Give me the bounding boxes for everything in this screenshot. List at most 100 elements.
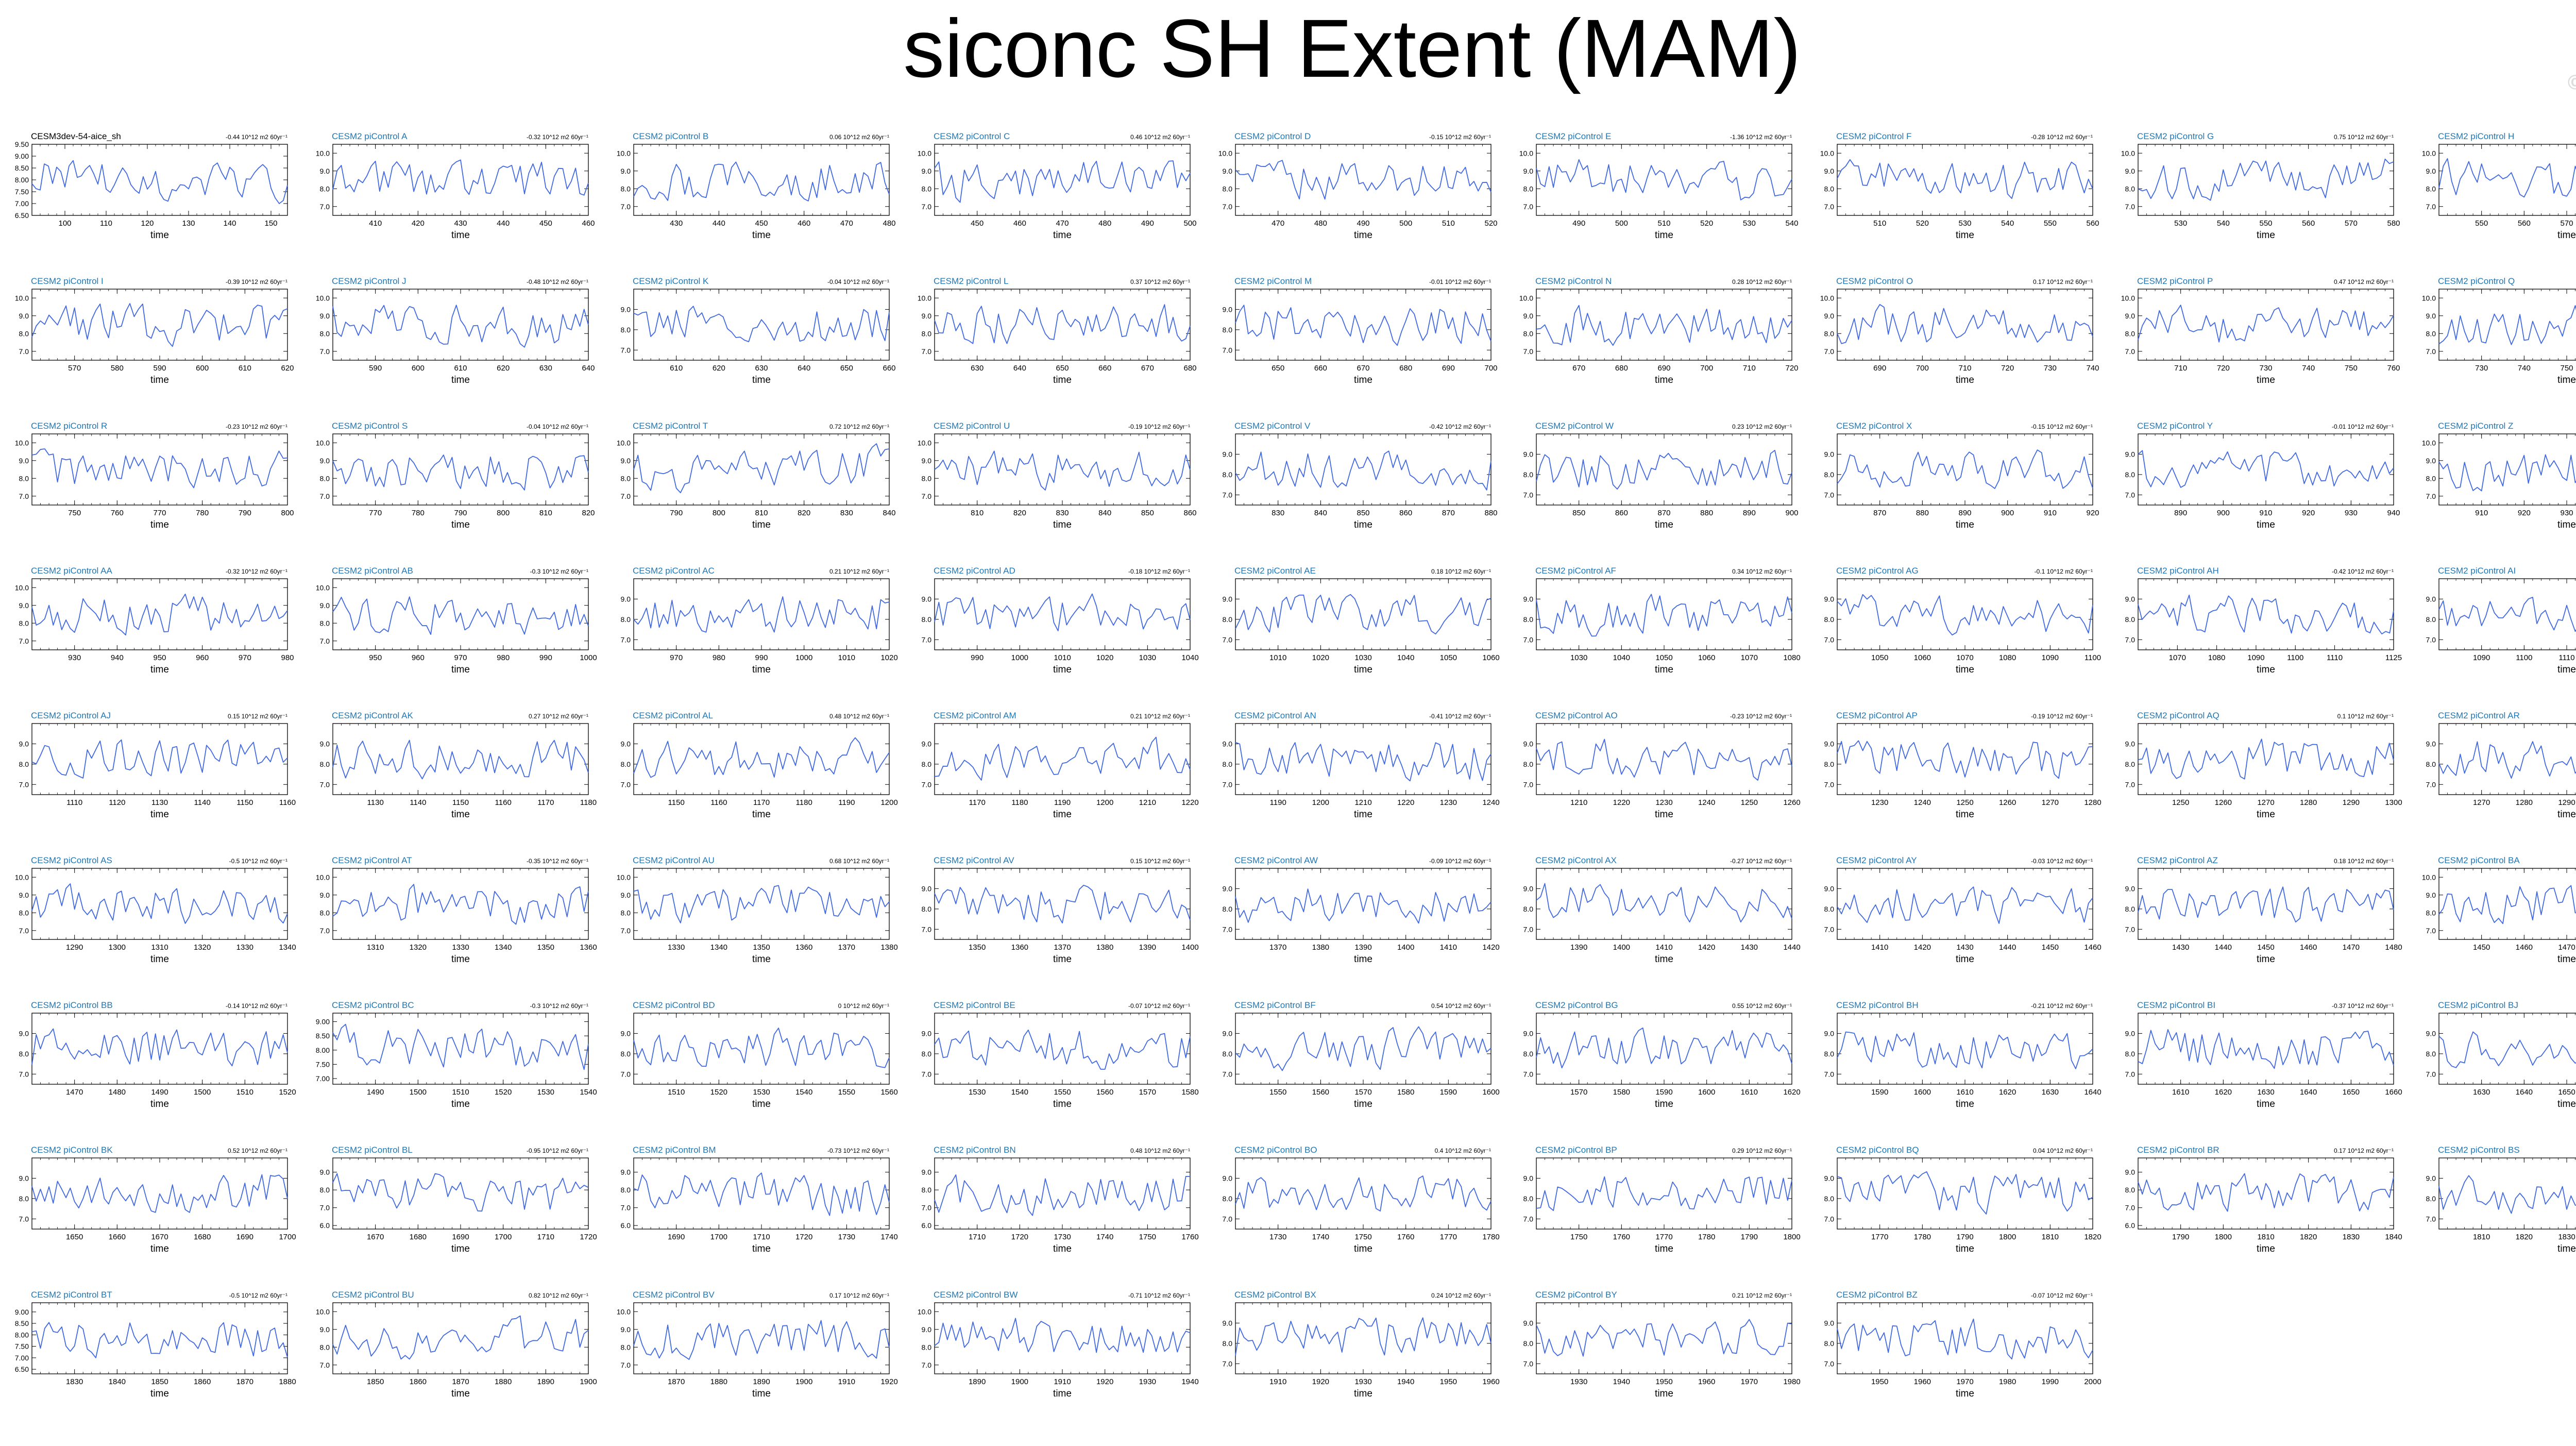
panel-trend-label: -0.09 10^12 m2 60yr⁻¹ — [1429, 857, 1491, 865]
panel-title: CESM2 piControl O — [1836, 276, 1913, 286]
x-tick-label: 560 — [2086, 219, 2099, 228]
y-tick-label: 8.0 — [2125, 615, 2136, 624]
x-tick-label: 1320 — [410, 943, 427, 952]
y-tick-label: 8.0 — [922, 615, 932, 624]
x-tick-label: 1100 — [2287, 653, 2303, 662]
x-tick-label: 1350 — [753, 943, 770, 952]
plot-frame — [1837, 433, 2093, 506]
x-axis-label: time — [2257, 519, 2275, 530]
x-tick-label: 900 — [2001, 509, 2014, 517]
panel-title: CESM3dev-54-aice_sh — [31, 131, 121, 141]
x-tick-label: 1330 — [236, 943, 253, 952]
y-tick-label: 7.0 — [1824, 203, 1835, 211]
panel-35: CESM2 piControl AH -0.42 10^12 m2 60yr⁻¹ 1… — [2125, 566, 2402, 675]
x-axis-label: time — [1053, 375, 1072, 385]
panel-42: CESM2 piControl AO -0.23 10^12 m2 60yr⁻¹ 1… — [1523, 711, 1801, 820]
x-tick-label: 150 — [264, 219, 277, 228]
x-tick-label: 1150 — [236, 798, 253, 807]
x-tick-label: 1160 — [495, 798, 512, 807]
panel-trend-label: -0.23 10^12 m2 60yr⁻¹ — [226, 423, 287, 430]
x-tick-label: 700 — [1700, 364, 1713, 373]
plot-frame — [1536, 723, 1792, 795]
x-tick-label: 1130 — [367, 798, 384, 807]
series-line — [1536, 305, 1792, 346]
y-tick-label: 7.0 — [2125, 491, 2136, 499]
panel-title: CESM2 piControl F — [1836, 131, 1911, 141]
x-axis-label: time — [752, 664, 771, 675]
y-tick-label: 8.0 — [2426, 474, 2436, 482]
x-tick-label: 920 — [2302, 509, 2315, 517]
y-tick-label: 9.0 — [1523, 167, 1534, 175]
y-tick-label: 8.0 — [320, 329, 330, 338]
x-tick-label: 1160 — [279, 798, 296, 807]
y-tick-label: 9.0 — [2125, 450, 2136, 458]
x-tick-label: 840 — [1098, 509, 1111, 517]
series-line — [31, 594, 288, 636]
x-tick-label: 490 — [1357, 219, 1369, 228]
x-axis-label: time — [451, 375, 470, 385]
plot-frame — [1837, 144, 2093, 216]
x-tick-label: 950 — [369, 653, 382, 662]
x-axis-label: time — [1354, 375, 1372, 385]
x-tick-label: 1310 — [367, 943, 384, 952]
x-tick-label: 1240 — [1914, 798, 1931, 807]
x-tick-label: 1160 — [710, 798, 727, 807]
x-tick-label: 970 — [670, 653, 683, 662]
panel-12: CESM2 piControl K -0.04 10^12 m2 60yr⁻¹ 61… — [621, 276, 896, 385]
plot-frame — [934, 289, 1191, 361]
x-tick-label: 970 — [454, 653, 467, 662]
y-tick-label: 8.0 — [922, 184, 932, 193]
x-tick-label: 650 — [1056, 364, 1069, 373]
panel-20: CESM2 piControl S -0.04 10^12 m2 60yr⁻¹ 77… — [316, 421, 595, 530]
plot-frame — [2438, 578, 2576, 650]
x-tick-label: 1060 — [1698, 653, 1715, 662]
x-tick-label: 510 — [1442, 219, 1455, 228]
x-tick-label: 550 — [2259, 219, 2272, 228]
x-tick-label: 740 — [2518, 364, 2531, 373]
y-tick-label: 9.0 — [320, 167, 330, 175]
x-tick-label: 1420 — [1482, 943, 1499, 952]
y-tick-label: 8.0 — [2125, 760, 2136, 768]
panel-trend-label: -0.3 10^12 m2 60yr⁻¹ — [530, 568, 588, 575]
x-tick-label: 620 — [713, 364, 725, 373]
y-tick-label: 8.0 — [1523, 184, 1534, 193]
x-tick-label: 830 — [1056, 509, 1069, 517]
y-tick-label: 7.0 — [1523, 203, 1534, 211]
y-tick-label: 9.0 — [922, 167, 932, 175]
x-tick-label: 1210 — [1139, 798, 1156, 807]
y-tick-label: 8.0 — [19, 619, 29, 627]
y-tick-label: 9.0 — [1223, 167, 1233, 175]
y-tick-label: 9.0 — [320, 601, 330, 610]
panel-40: CESM2 piControl AM 0.21 10^12 m2 60yr⁻¹ 11… — [922, 711, 1199, 820]
x-tick-label: 780 — [412, 509, 425, 517]
panel-title: CESM2 piControl Q — [2438, 276, 2515, 286]
panel-title: CESM2 piControl K — [633, 276, 709, 286]
x-tick-label: 420 — [412, 219, 425, 228]
x-axis-label: time — [1655, 954, 1673, 965]
y-tick-label: 7.0 — [922, 635, 932, 644]
x-tick-label: 710 — [1743, 364, 1756, 373]
x-tick-label: 680 — [1615, 364, 1628, 373]
panel-trend-label: 0.18 10^12 m2 60yr⁻¹ — [1431, 568, 1491, 575]
x-tick-label: 1050 — [1440, 653, 1457, 662]
x-tick-label: 820 — [582, 509, 595, 517]
x-tick-label: 980 — [497, 653, 510, 662]
x-tick-label: 580 — [2387, 219, 2400, 228]
x-tick-label: 1220 — [1181, 798, 1198, 807]
x-axis-label: time — [1354, 519, 1372, 530]
x-tick-label: 1070 — [1741, 653, 1758, 662]
series-line — [2438, 597, 2576, 632]
y-tick-label: 7.0 — [19, 780, 29, 788]
x-tick-label: 840 — [1314, 509, 1327, 517]
panel-45: CESM2 piControl AR-0.09 10^12 m2 60yr⁻¹1… — [2426, 711, 2576, 820]
x-tick-label: 810 — [755, 509, 768, 517]
series-line — [2438, 741, 2576, 779]
plot-frame — [1837, 868, 2093, 940]
x-tick-label: 1180 — [796, 798, 812, 807]
x-tick-label: 960 — [412, 653, 425, 662]
x-tick-label: 990 — [755, 653, 768, 662]
y-tick-label: 7.0 — [922, 347, 932, 356]
x-axis-label: time — [150, 519, 169, 530]
x-tick-label: 1370 — [838, 943, 855, 952]
y-tick-label: 8.0 — [19, 474, 29, 482]
